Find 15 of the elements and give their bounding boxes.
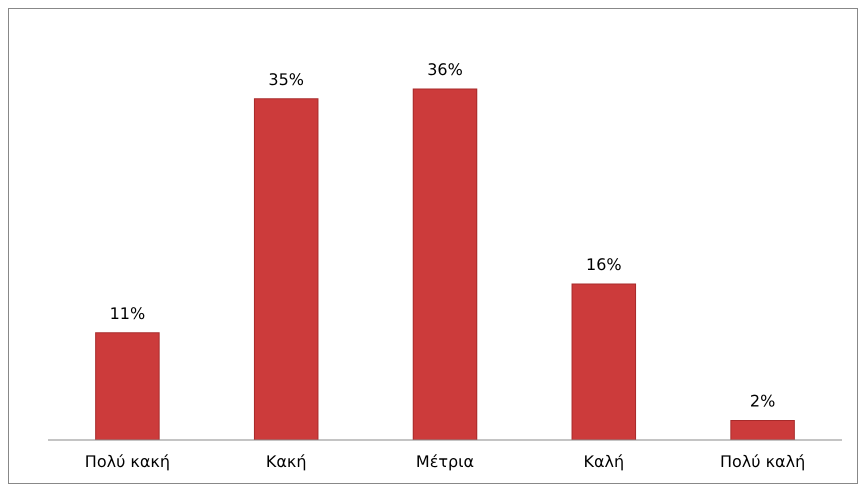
x-tick-label: Μέτρια [416,452,474,471]
bar [412,88,478,440]
data-label: 36% [427,60,463,79]
x-tick-label: Καλή [583,452,624,471]
data-label: 11% [110,304,146,323]
bar [572,284,636,440]
data-label: 16% [586,255,622,274]
bar [730,420,795,440]
data-label: 35% [268,70,304,89]
data-label: 2% [750,392,776,410]
x-tick-label: Κακή [266,452,307,471]
x-tick-label: Πολύ καλή [720,452,806,471]
bar [254,98,318,440]
bar [95,332,160,440]
x-tick-label: Πολύ κακή [84,452,170,471]
